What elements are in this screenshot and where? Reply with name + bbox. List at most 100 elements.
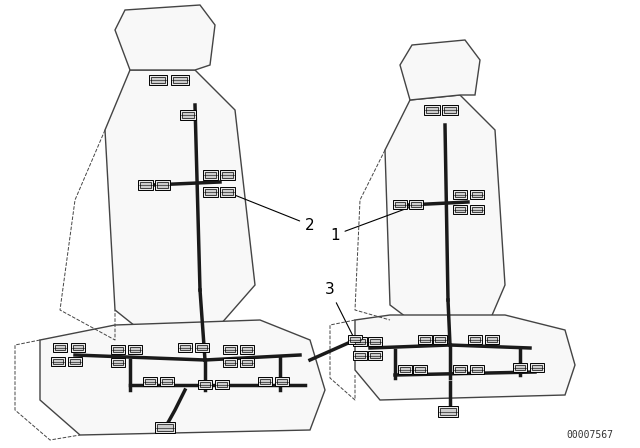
Bar	[368, 337, 382, 346]
Bar	[393, 201, 407, 210]
Bar	[220, 170, 234, 180]
Bar	[113, 348, 123, 353]
Bar	[145, 379, 155, 384]
Bar	[178, 344, 192, 353]
Bar	[71, 344, 85, 353]
Bar	[180, 345, 190, 350]
Bar	[470, 366, 484, 375]
Bar	[370, 340, 380, 345]
Bar	[111, 358, 125, 367]
Bar	[182, 112, 194, 118]
Bar	[277, 379, 287, 384]
Bar	[355, 353, 365, 358]
Bar	[472, 207, 482, 212]
Bar	[155, 422, 175, 434]
Bar	[221, 189, 232, 195]
Bar	[202, 170, 218, 180]
Bar	[411, 202, 421, 207]
Bar	[532, 366, 542, 370]
Bar	[151, 77, 165, 83]
Bar	[111, 345, 125, 354]
Bar	[444, 107, 456, 113]
Bar	[415, 367, 425, 372]
Bar	[487, 337, 497, 343]
Bar	[353, 352, 367, 361]
Polygon shape	[400, 40, 480, 100]
Text: 3: 3	[325, 283, 354, 337]
Bar	[355, 340, 365, 345]
Bar	[513, 363, 527, 372]
Bar	[180, 110, 196, 120]
Bar	[225, 348, 235, 353]
Bar	[420, 337, 430, 343]
Bar	[433, 336, 447, 345]
Bar	[418, 336, 432, 345]
Bar	[470, 206, 484, 215]
Bar	[440, 409, 456, 415]
Bar	[395, 202, 405, 207]
Bar	[470, 190, 484, 199]
Bar	[53, 359, 63, 365]
Bar	[195, 344, 209, 353]
Polygon shape	[40, 320, 325, 435]
Bar	[157, 425, 173, 431]
Bar	[113, 361, 123, 366]
Bar	[348, 336, 362, 345]
Bar	[202, 187, 218, 197]
Bar	[485, 336, 499, 345]
Bar	[51, 358, 65, 366]
Bar	[438, 406, 458, 418]
Bar	[157, 182, 168, 188]
Bar	[154, 180, 170, 190]
Bar	[472, 193, 482, 198]
Bar	[470, 337, 480, 343]
Bar	[215, 380, 229, 389]
Bar	[171, 75, 189, 85]
Bar	[138, 180, 152, 190]
Text: 00007567: 00007567	[566, 430, 614, 440]
Bar	[223, 358, 237, 367]
Bar	[472, 367, 482, 372]
Bar	[197, 345, 207, 350]
Bar	[413, 366, 427, 375]
Bar	[453, 206, 467, 215]
Bar	[453, 190, 467, 199]
Bar	[455, 367, 465, 372]
Bar	[275, 378, 289, 387]
Polygon shape	[115, 5, 215, 70]
Polygon shape	[385, 95, 505, 320]
Polygon shape	[105, 70, 255, 330]
Bar	[225, 361, 235, 366]
Bar	[242, 361, 252, 366]
Bar	[70, 359, 80, 365]
Bar	[130, 348, 140, 353]
Bar	[435, 337, 445, 343]
Bar	[368, 352, 382, 361]
Bar	[55, 345, 65, 350]
Bar	[143, 378, 157, 387]
Bar	[128, 345, 142, 354]
Bar	[221, 172, 232, 178]
Bar	[160, 378, 174, 387]
Bar	[198, 380, 212, 389]
Bar	[68, 358, 82, 366]
Bar	[400, 367, 410, 372]
Bar	[530, 363, 544, 372]
Bar	[223, 345, 237, 354]
Bar	[140, 182, 150, 188]
Bar	[409, 201, 423, 210]
Bar	[53, 344, 67, 353]
Bar	[205, 172, 216, 178]
Bar	[455, 193, 465, 198]
Bar	[205, 189, 216, 195]
Bar	[220, 187, 234, 197]
Bar	[370, 353, 380, 358]
Bar	[240, 358, 254, 367]
Text: 2: 2	[230, 193, 315, 233]
Bar	[353, 337, 367, 346]
Bar	[217, 383, 227, 388]
Polygon shape	[355, 315, 575, 400]
Bar	[240, 345, 254, 354]
Bar	[468, 336, 482, 345]
Bar	[424, 105, 440, 115]
